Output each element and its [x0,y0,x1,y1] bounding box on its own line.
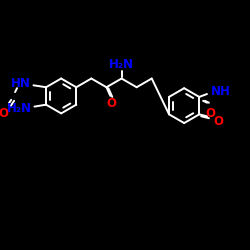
Text: HN: HN [11,77,31,90]
Text: O: O [106,97,116,110]
Text: H₂N: H₂N [6,102,32,115]
Text: H₂N: H₂N [109,58,134,71]
Text: O: O [0,107,8,120]
Text: O: O [206,107,216,120]
Text: NH: NH [210,84,231,98]
Text: O: O [214,115,224,128]
